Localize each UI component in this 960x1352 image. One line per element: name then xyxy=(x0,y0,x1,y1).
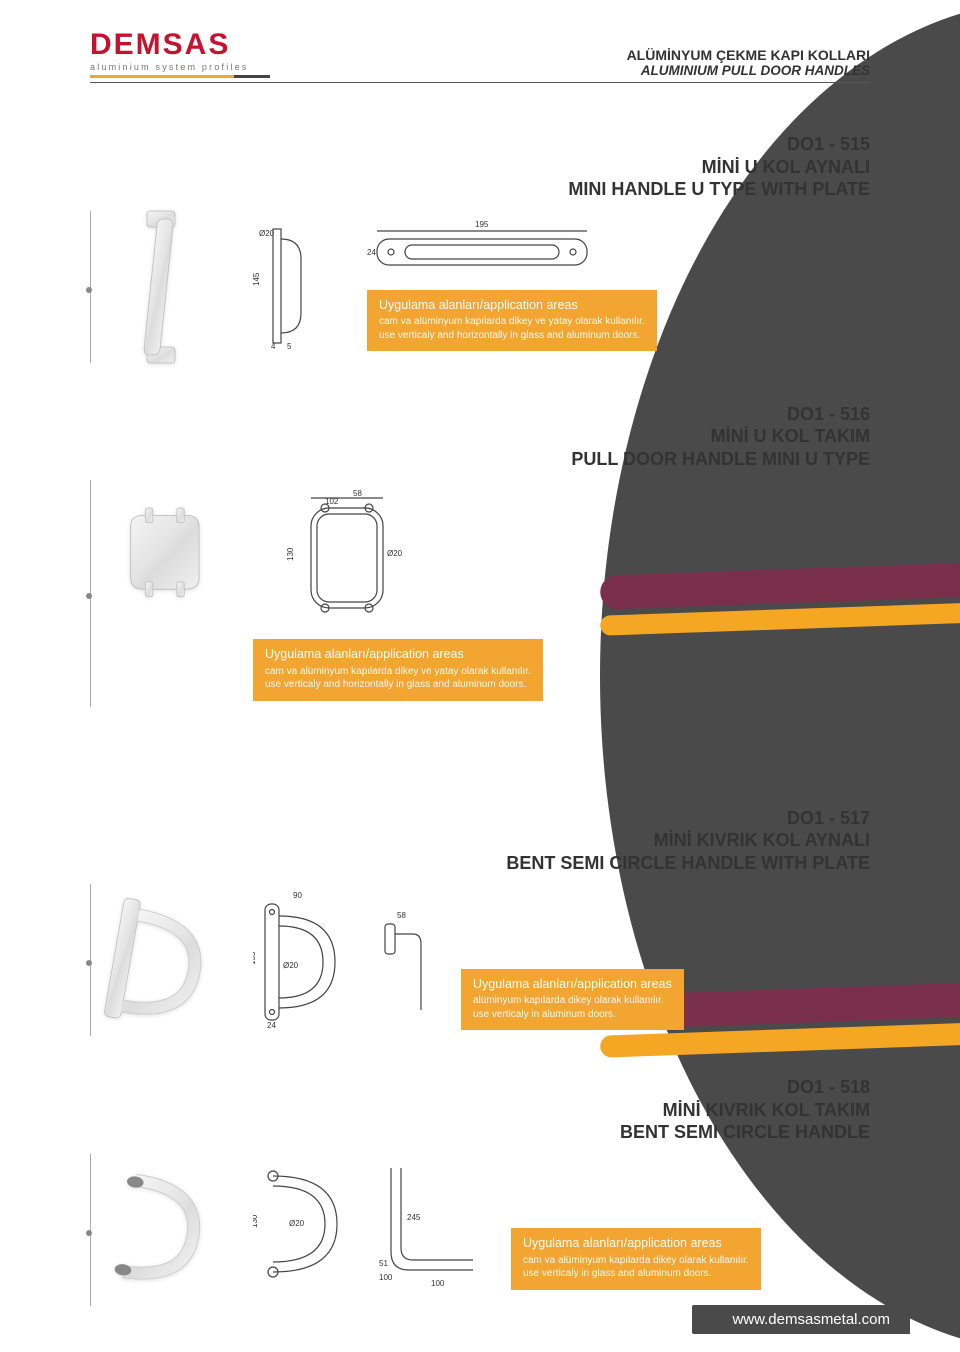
svg-text:4: 4 xyxy=(271,342,276,351)
product-drawings: 58 102 130 Ø20 xyxy=(253,486,870,701)
brand-tagline: aluminium system profiles xyxy=(90,62,270,72)
product-title: DO1 - 516 MİNİ U KOL TAKIM PULL DOOR HAN… xyxy=(90,403,870,471)
svg-text:Ø20: Ø20 xyxy=(259,229,275,238)
svg-text:5: 5 xyxy=(287,342,292,351)
brand-name: DEMSAS xyxy=(90,30,270,60)
product-title: DO1 - 517 MİNİ KIVRIK KOL AYNALI BENT SE… xyxy=(90,807,870,875)
header-titles: ALÜMİNYUM ÇEKME KAPI KOLLARI ALUMINIUM P… xyxy=(627,47,870,78)
svg-text:135: 135 xyxy=(253,951,257,965)
product-render xyxy=(103,890,223,1030)
product-title: DO1 - 515 MİNİ U KOL AYNALI MINI HANDLE … xyxy=(90,133,870,201)
app-line-en: use verticaly and horizontally in glass … xyxy=(265,678,531,692)
product-drawings: 130 Ø20 245 51 100 100 Uygulama alanları… xyxy=(253,1160,870,1290)
svg-text:24: 24 xyxy=(267,1021,276,1030)
page-header: DEMSAS aluminium system profiles ALÜMİNY… xyxy=(90,30,870,83)
product-render xyxy=(103,486,223,626)
product-code: DO1 - 515 xyxy=(90,133,870,156)
svg-text:Ø20: Ø20 xyxy=(289,1219,305,1228)
brand-logo: DEMSAS aluminium system profiles xyxy=(90,30,270,78)
svg-text:245: 245 xyxy=(407,1213,421,1222)
svg-text:100: 100 xyxy=(379,1273,393,1282)
svg-text:51: 51 xyxy=(379,1259,388,1268)
product-do1-517: DO1 - 517 MİNİ KIVRIK KOL AYNALI BENT SE… xyxy=(90,807,870,1037)
product-code: DO1 - 516 xyxy=(90,403,870,426)
product-name-en: BENT SEMI CIRCLE HANDLE xyxy=(90,1121,870,1144)
app-title: Uygulama alanları/application areas xyxy=(265,646,531,663)
product-name-tr: MİNİ U KOL TAKIM xyxy=(90,425,870,448)
product-do1-516: DO1 - 516 MİNİ U KOL TAKIM PULL DOOR HAN… xyxy=(90,403,870,707)
app-line-tr: alüminyum kapılarda dikey olarak kullanı… xyxy=(473,994,672,1008)
header-title-en: ALUMINIUM PULL DOOR HANDLES xyxy=(627,63,870,78)
svg-text:90: 90 xyxy=(293,891,302,900)
app-line-tr: cam va alüminyum kapılarda dikey ve yata… xyxy=(265,665,531,679)
svg-text:100: 100 xyxy=(431,1279,445,1288)
footer-url: www.demsasmetal.com xyxy=(692,1305,910,1334)
logo-underline xyxy=(90,75,270,78)
svg-text:145: 145 xyxy=(253,272,261,286)
product-do1-518: DO1 - 518 MİNİ KIVRIK KOL TAKIM BENT SEM… xyxy=(90,1076,870,1306)
product-code: DO1 - 518 xyxy=(90,1076,870,1099)
svg-text:195: 195 xyxy=(475,220,489,229)
application-box: Uygulama alanları/application areas cam … xyxy=(253,639,543,701)
app-line-en: use verticaly in aluminum doors. xyxy=(473,1008,672,1022)
app-line-en: use verticaly in glass and aluminum door… xyxy=(523,1267,749,1281)
app-line-en: use verticaly and horizontally in glass … xyxy=(379,329,645,343)
svg-text:58: 58 xyxy=(397,911,406,920)
product-render xyxy=(103,1160,223,1300)
app-line-tr: cam va alüminyum kapılarda dikey ve yata… xyxy=(379,315,645,329)
product-code: DO1 - 517 xyxy=(90,807,870,830)
svg-text:130: 130 xyxy=(286,547,295,561)
product-name-tr: MİNİ U KOL AYNALI xyxy=(90,156,870,179)
app-title: Uygulama alanları/application areas xyxy=(523,1235,749,1252)
svg-text:Ø20: Ø20 xyxy=(283,961,299,970)
application-box: Uygulama alanları/application areas alüm… xyxy=(461,969,684,1031)
application-box: Uygulama alanları/application areas cam … xyxy=(367,290,657,352)
product-name-en: PULL DOOR HANDLE MINI U TYPE xyxy=(90,448,870,471)
app-title: Uygulama alanları/application areas xyxy=(379,297,645,314)
header-title-tr: ALÜMİNYUM ÇEKME KAPI KOLLARI xyxy=(627,47,870,63)
product-drawings: Ø20 145 5 4 195 xyxy=(253,217,870,352)
product-name-en: MINI HANDLE U TYPE WITH PLATE xyxy=(90,178,870,201)
svg-text:Ø20: Ø20 xyxy=(387,549,403,558)
product-name-tr: MİNİ KIVRIK KOL TAKIM xyxy=(90,1099,870,1122)
product-render xyxy=(103,217,223,357)
product-name-tr: MİNİ KIVRIK KOL AYNALI xyxy=(90,829,870,852)
svg-text:58: 58 xyxy=(353,489,362,498)
application-box: Uygulama alanları/application areas cam … xyxy=(511,1228,761,1290)
product-name-en: BENT SEMI CIRCLE HANDLE WITH PLATE xyxy=(90,852,870,875)
app-line-tr: cam va alüminyum kapılarda dikey olarak … xyxy=(523,1254,749,1268)
svg-text:24: 24 xyxy=(367,248,376,257)
svg-text:130: 130 xyxy=(253,1214,259,1228)
app-title: Uygulama alanları/application areas xyxy=(473,976,672,993)
product-title: DO1 - 518 MİNİ KIVRIK KOL TAKIM BENT SEM… xyxy=(90,1076,870,1144)
product-do1-515: DO1 - 515 MİNİ U KOL AYNALI MINI HANDLE … xyxy=(90,133,870,363)
product-drawings: 90 135 Ø20 24 58 xyxy=(253,890,870,1030)
